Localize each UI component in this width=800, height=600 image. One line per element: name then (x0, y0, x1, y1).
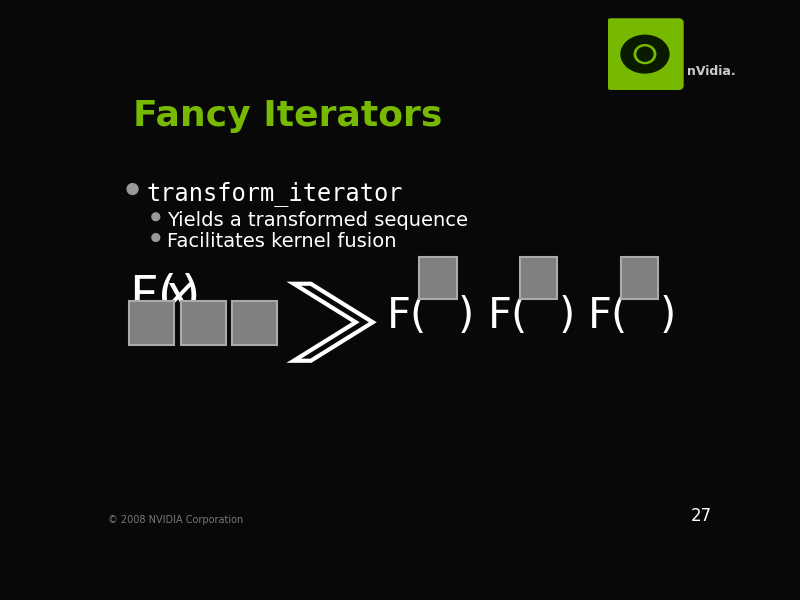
Circle shape (152, 213, 160, 221)
FancyBboxPatch shape (232, 301, 277, 346)
FancyBboxPatch shape (181, 301, 226, 346)
Text: Fancy Iterators: Fancy Iterators (133, 99, 442, 133)
Text: X: X (144, 313, 159, 333)
Text: ): ) (659, 295, 676, 337)
Text: ): ) (558, 295, 575, 337)
Ellipse shape (634, 44, 657, 64)
Text: F(: F( (487, 295, 528, 337)
Ellipse shape (620, 35, 670, 74)
Text: © 2008 NVIDIA Corporation: © 2008 NVIDIA Corporation (108, 515, 243, 525)
Text: F(: F( (386, 295, 427, 337)
Text: ): ) (182, 272, 201, 320)
Circle shape (152, 233, 160, 241)
Text: Z: Z (633, 268, 646, 287)
Text: Facilitates kernel fusion: Facilitates kernel fusion (166, 232, 396, 251)
FancyBboxPatch shape (130, 301, 174, 346)
Text: transform_iterator: transform_iterator (146, 181, 403, 206)
Circle shape (127, 184, 138, 194)
Text: nVidia.: nVidia. (687, 65, 736, 78)
Text: F(: F( (588, 295, 629, 337)
Text: 27: 27 (691, 507, 712, 525)
Circle shape (637, 47, 653, 61)
Text: x: x (163, 272, 193, 320)
Text: F(: F( (130, 272, 178, 320)
Text: Y: Y (533, 268, 545, 287)
FancyBboxPatch shape (606, 18, 684, 90)
FancyBboxPatch shape (520, 257, 558, 299)
Text: X: X (431, 268, 445, 287)
FancyBboxPatch shape (419, 257, 457, 299)
FancyBboxPatch shape (621, 257, 658, 299)
Text: Z: Z (246, 313, 262, 333)
Text: ): ) (458, 295, 474, 337)
Text: Yields a transformed sequence: Yields a transformed sequence (166, 211, 468, 230)
Text: Y: Y (196, 313, 210, 333)
